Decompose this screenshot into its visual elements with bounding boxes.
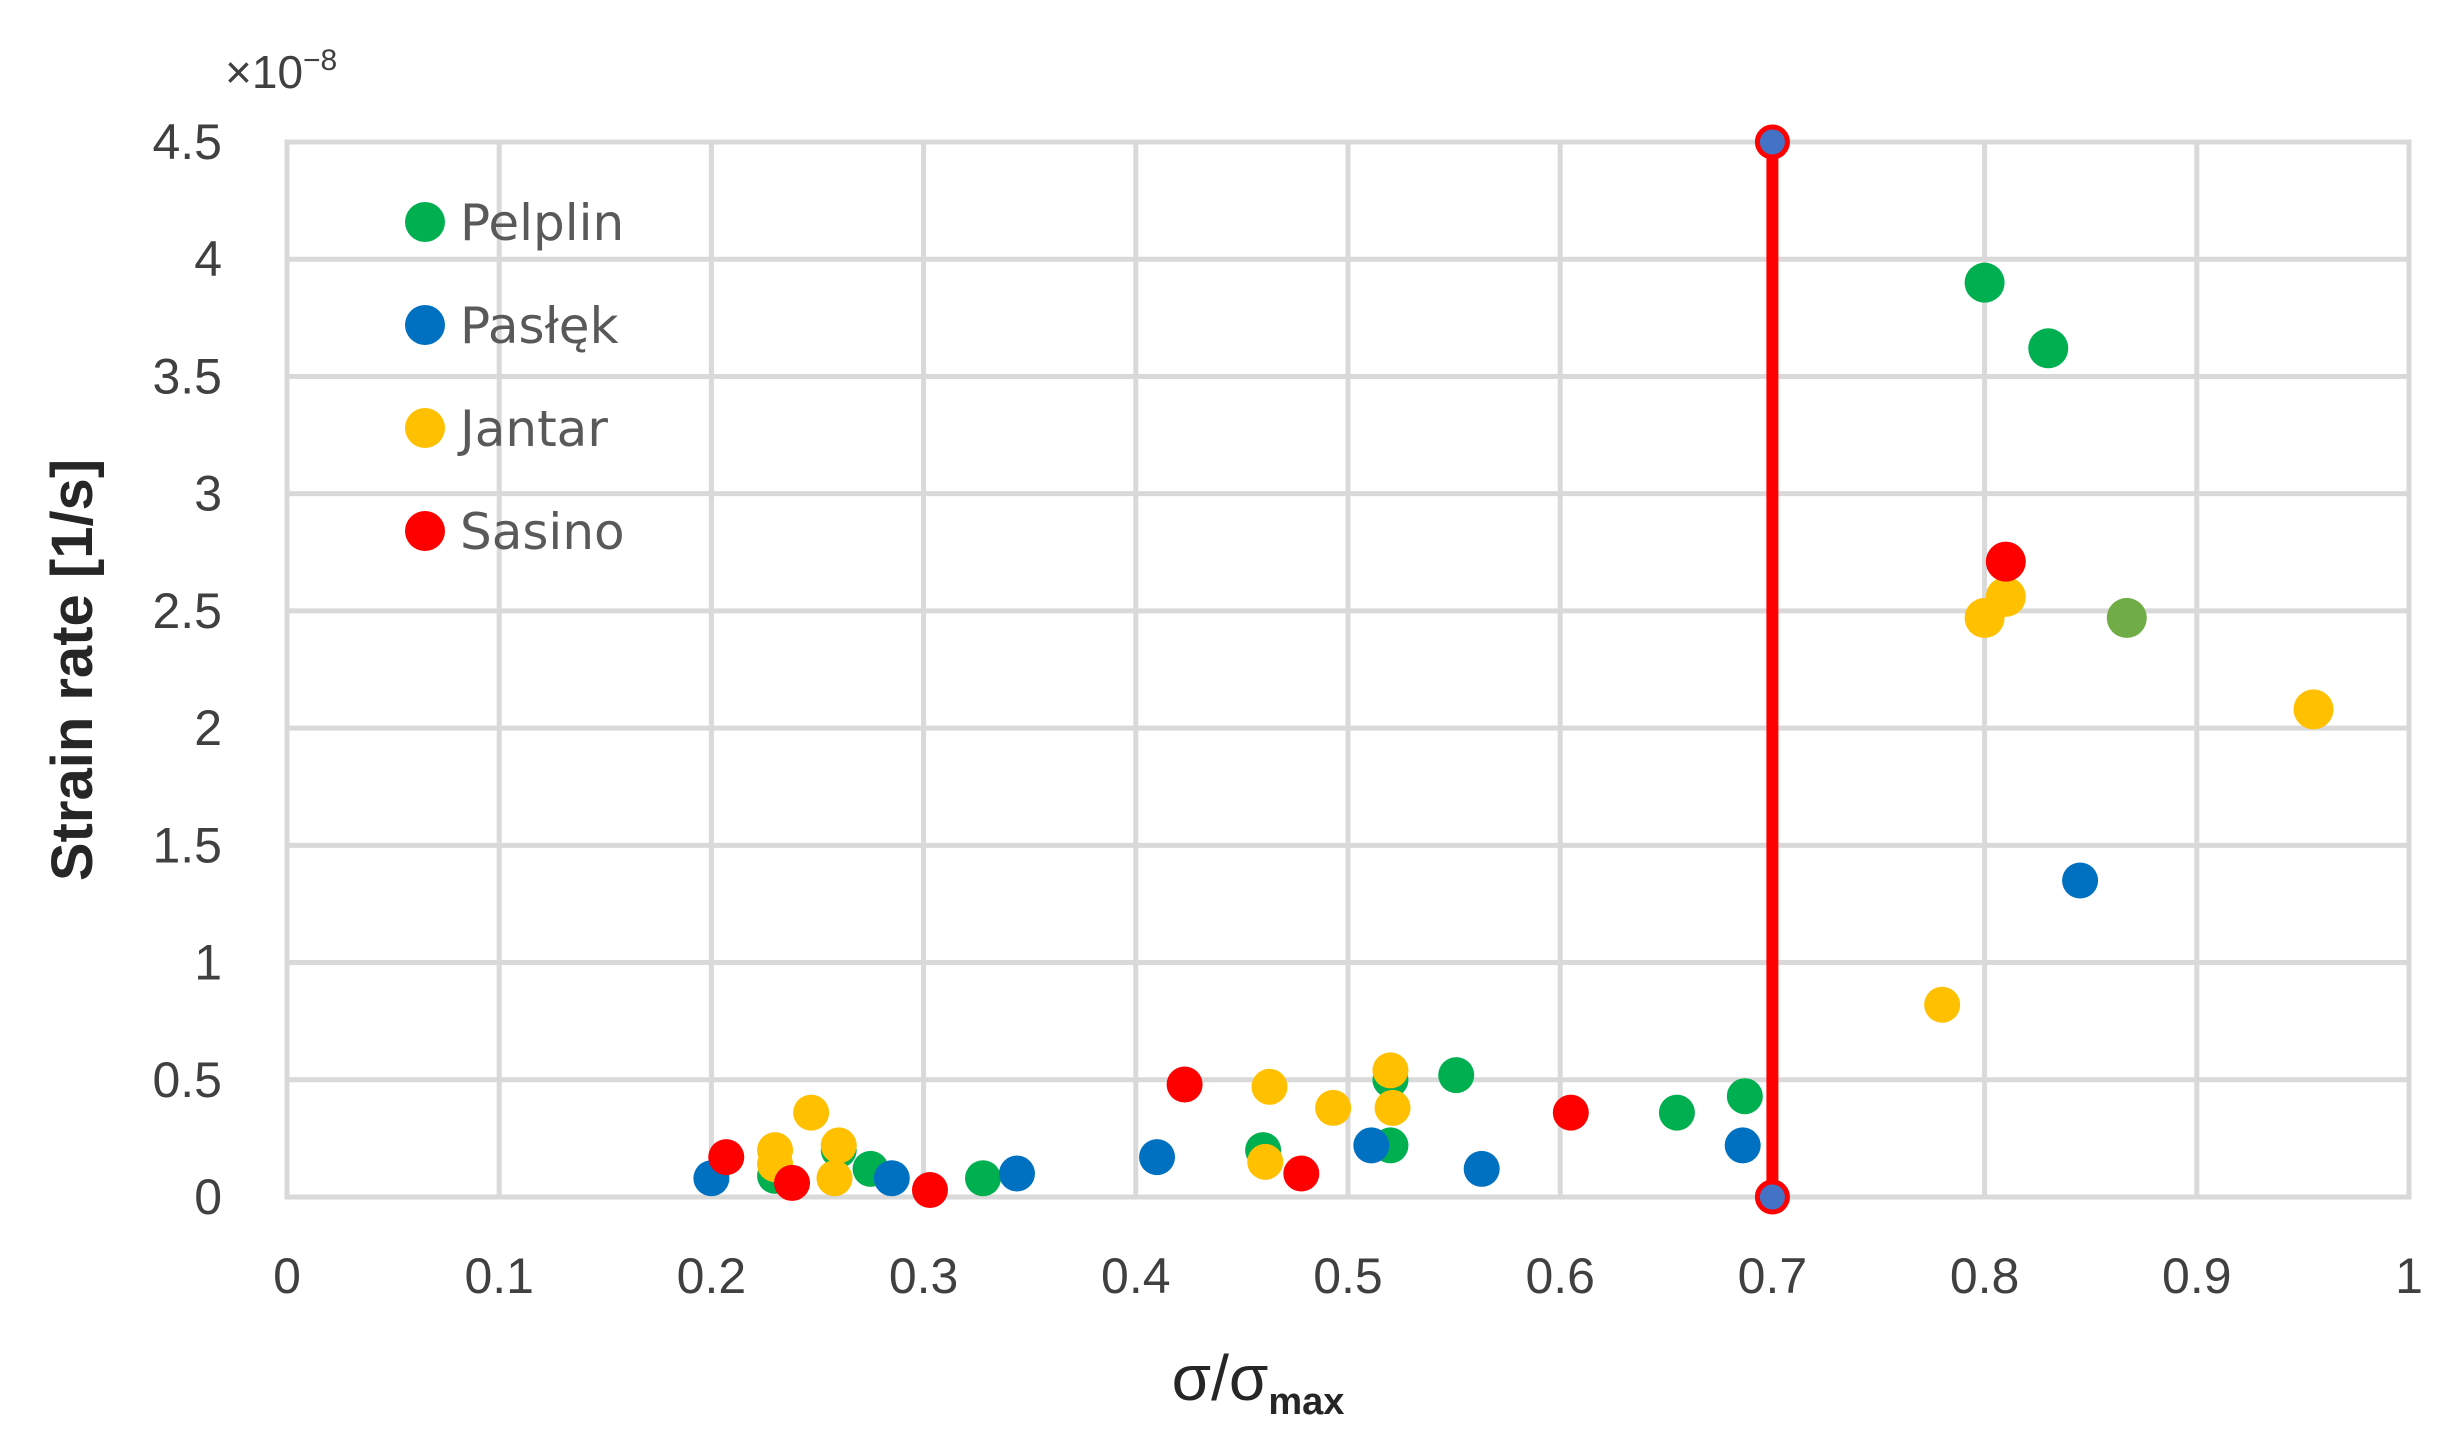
data-point-pas-k bbox=[1724, 1127, 1761, 1164]
legend-label-pelplin: Pelplin bbox=[460, 194, 624, 252]
data-points bbox=[693, 262, 2334, 1208]
data-point-jantar bbox=[1372, 1052, 1409, 1089]
x-tick-label: 0 bbox=[273, 1248, 301, 1304]
data-point-pas-k bbox=[1139, 1139, 1176, 1176]
data-point-sasino bbox=[708, 1139, 745, 1176]
data-point-jantar bbox=[820, 1127, 857, 1164]
data-point-jantar bbox=[793, 1094, 830, 1131]
y-tick-label: 4 bbox=[194, 231, 222, 287]
data-point-sasino bbox=[774, 1164, 811, 1201]
data-point-jantar bbox=[1985, 576, 2026, 617]
y-axis-title: Strain rate [1/s] bbox=[40, 459, 105, 881]
y-tick-label: 0.5 bbox=[152, 1052, 222, 1108]
data-point-jantar bbox=[1251, 1068, 1288, 1105]
data-point-pelplin bbox=[965, 1160, 1002, 1197]
y-tick-label: 2 bbox=[194, 700, 222, 756]
y-axis-multiplier-exponent: −8 bbox=[303, 44, 337, 77]
y-tick-label: 0 bbox=[194, 1169, 222, 1225]
data-point-sasino bbox=[911, 1171, 948, 1208]
data-point-pelplin bbox=[1964, 262, 2005, 303]
data-point-sasino bbox=[1985, 541, 2026, 582]
data-point-jantar bbox=[1315, 1089, 1352, 1126]
legend-label-pas-k: Pasłęk bbox=[460, 297, 619, 355]
reference-line-endpoint bbox=[1754, 1179, 1790, 1215]
y-tick-label: 2.5 bbox=[152, 583, 222, 639]
x-tick-label: 0.1 bbox=[464, 1248, 534, 1304]
reference-line-endpoint bbox=[1754, 124, 1790, 160]
data-point-pas-k bbox=[2062, 862, 2099, 899]
x-axis-title: σ/σmax bbox=[1172, 1342, 1345, 1423]
x-tick-label: 0.9 bbox=[2162, 1248, 2232, 1304]
legend-label-jantar: Jantar bbox=[457, 400, 608, 458]
x-tick-label: 0.7 bbox=[1738, 1248, 1808, 1304]
data-point-pelplin bbox=[2028, 328, 2069, 369]
x-tick-label: 0.3 bbox=[889, 1248, 959, 1304]
plot-area-border bbox=[284, 139, 2412, 1200]
legend-marker-pas-k bbox=[405, 305, 445, 345]
data-point-pas-k bbox=[1463, 1150, 1500, 1187]
legend-marker-sasino bbox=[405, 511, 445, 551]
y-axis-multiplier-base: ×10 bbox=[225, 46, 303, 98]
x-tick-label: 0.8 bbox=[1950, 1248, 2020, 1304]
x-tick-label: 0.4 bbox=[1101, 1248, 1171, 1304]
data-point-pelplin bbox=[1658, 1094, 1695, 1131]
reference-line-group bbox=[1754, 124, 1790, 1215]
data-point-jantar bbox=[1247, 1143, 1284, 1180]
legend-marker-pelplin bbox=[405, 202, 445, 242]
data-point-sasino bbox=[1283, 1155, 1320, 1192]
y-tick-label: 3 bbox=[194, 466, 222, 522]
data-point-jantar bbox=[816, 1160, 853, 1197]
y-tick-label: 1.5 bbox=[152, 817, 222, 873]
y-tick-label: 4.5 bbox=[152, 114, 222, 170]
data-point-jantar bbox=[2293, 689, 2334, 730]
data-point-jantar bbox=[1374, 1089, 1411, 1126]
x-axis-title-subscript: max bbox=[1268, 1381, 1344, 1423]
y-axis-multiplier: ×10−8 bbox=[225, 44, 337, 98]
y-tick-label: 3.5 bbox=[152, 348, 222, 404]
x-axis-title-main: σ/σ bbox=[1172, 1342, 1269, 1414]
data-point-pelplin bbox=[2106, 597, 2147, 638]
legend: Pelplin Pasłęk Jantar Sasino bbox=[405, 194, 625, 561]
x-tick-label: 0.5 bbox=[1313, 1248, 1383, 1304]
legend-marker-jantar bbox=[405, 408, 445, 448]
x-tick-label: 1 bbox=[2395, 1248, 2423, 1304]
data-point-jantar bbox=[1924, 986, 1961, 1023]
data-point-pas-k bbox=[998, 1155, 1035, 1192]
data-point-pelplin bbox=[1726, 1078, 1763, 1115]
y-axis-tick-labels: 0 0.5 1 1.5 2 2.5 3 3.5 4 4.5 bbox=[152, 114, 222, 1225]
data-point-sasino bbox=[1166, 1066, 1203, 1103]
legend-label-sasino: Sasino bbox=[460, 503, 625, 561]
data-point-pas-k bbox=[1353, 1127, 1390, 1164]
y-tick-label: 1 bbox=[194, 935, 222, 991]
x-axis-tick-labels: 0 0.1 0.2 0.3 0.4 0.5 0.6 0.7 0.8 0.9 1 bbox=[273, 1248, 2423, 1304]
data-point-pas-k bbox=[873, 1160, 910, 1197]
data-point-pelplin bbox=[1438, 1057, 1475, 1094]
data-point-sasino bbox=[1552, 1094, 1589, 1131]
x-tick-label: 0.2 bbox=[677, 1248, 747, 1304]
x-tick-label: 0.6 bbox=[1525, 1248, 1595, 1304]
